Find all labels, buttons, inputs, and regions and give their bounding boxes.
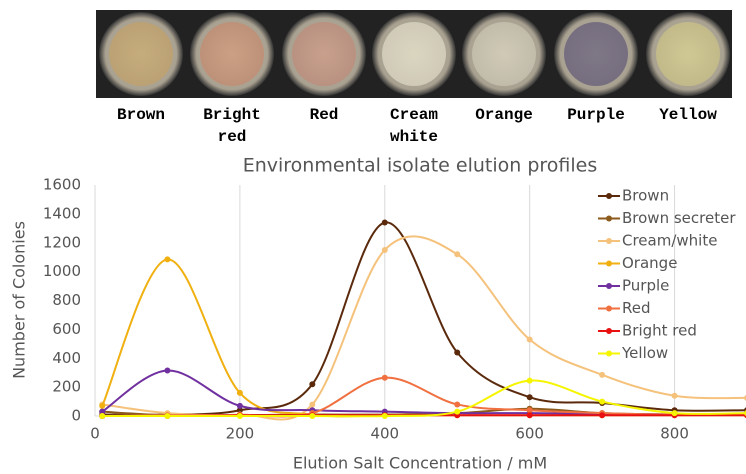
y-tick-label: 200 <box>52 378 81 396</box>
legend-marker <box>606 328 612 334</box>
legend-label: Red <box>622 299 651 317</box>
data-point <box>454 408 461 415</box>
plate-label: Cream white <box>389 106 438 146</box>
data-point <box>599 412 606 419</box>
plate-label: Orange <box>475 106 533 124</box>
data-point <box>236 389 243 396</box>
data-point <box>671 410 678 417</box>
legend-label: Purple <box>622 277 669 295</box>
plate-label: Brown <box>116 106 165 124</box>
data-point <box>309 401 316 408</box>
y-tick-label: 1200 <box>43 233 81 251</box>
data-point <box>599 371 606 378</box>
series-line <box>102 221 746 416</box>
y-tick-label: 800 <box>52 291 81 309</box>
data-point <box>99 408 106 415</box>
data-point <box>381 413 388 419</box>
y-tick-label: 400 <box>52 349 81 367</box>
y-tick-label: 1400 <box>43 204 81 222</box>
data-point <box>454 251 461 258</box>
data-point <box>454 349 461 356</box>
plate-label: Red <box>309 106 339 124</box>
legend-marker <box>606 305 612 312</box>
chart-title: Environmental isolate elution profiles <box>243 155 598 177</box>
plate-photos <box>96 10 732 98</box>
y-tick-label: 1000 <box>43 262 81 280</box>
data-point <box>599 398 606 405</box>
legend-marker <box>606 215 612 222</box>
legend-label: Orange <box>622 254 677 272</box>
data-point <box>526 336 533 343</box>
data-point <box>526 412 533 419</box>
data-point <box>526 377 533 384</box>
y-axis-label: Number of Colonies <box>10 221 29 379</box>
x-axis-label: Elution Salt Concentration / mM <box>293 454 547 473</box>
data-point <box>381 246 388 253</box>
y-tick-label: 600 <box>52 320 81 338</box>
data-point <box>381 374 388 381</box>
x-tick-label: 400 <box>370 425 399 443</box>
data-point <box>99 413 106 419</box>
legend-label: Cream/white <box>622 232 717 250</box>
data-point <box>99 402 106 409</box>
legend-label: Bright red <box>622 322 697 340</box>
series-line <box>102 379 746 418</box>
y-tick-label: 1600 <box>43 176 81 194</box>
plate-label: Bright red <box>203 106 261 146</box>
plate-label: Purple <box>567 106 625 124</box>
x-tick-label: 0 <box>90 425 100 443</box>
legend-label: Brown <box>622 187 669 205</box>
legend-marker <box>606 260 612 267</box>
legend-marker <box>606 193 612 199</box>
x-tick-label: 600 <box>515 425 544 443</box>
data-point <box>671 392 678 399</box>
data-point <box>164 256 171 263</box>
data-point <box>164 413 171 419</box>
x-tick-label: 200 <box>226 425 255 443</box>
legend-marker <box>606 283 612 289</box>
data-point <box>526 407 533 414</box>
data-point <box>236 407 243 414</box>
data-point <box>236 402 243 409</box>
legend-marker <box>606 350 612 357</box>
data-point <box>236 413 243 419</box>
legend-label: Yellow <box>621 344 668 362</box>
data-point <box>526 394 533 401</box>
legend-marker <box>606 238 612 244</box>
y-tick-label: 0 <box>71 407 81 425</box>
legend-label: Brown secreter <box>622 209 736 227</box>
data-point <box>309 413 316 419</box>
data-point <box>381 219 388 226</box>
data-point <box>309 381 316 388</box>
plate-label: Yellow <box>659 106 717 124</box>
data-point <box>164 367 171 374</box>
x-tick-label: 800 <box>660 425 689 443</box>
data-point <box>454 401 461 408</box>
